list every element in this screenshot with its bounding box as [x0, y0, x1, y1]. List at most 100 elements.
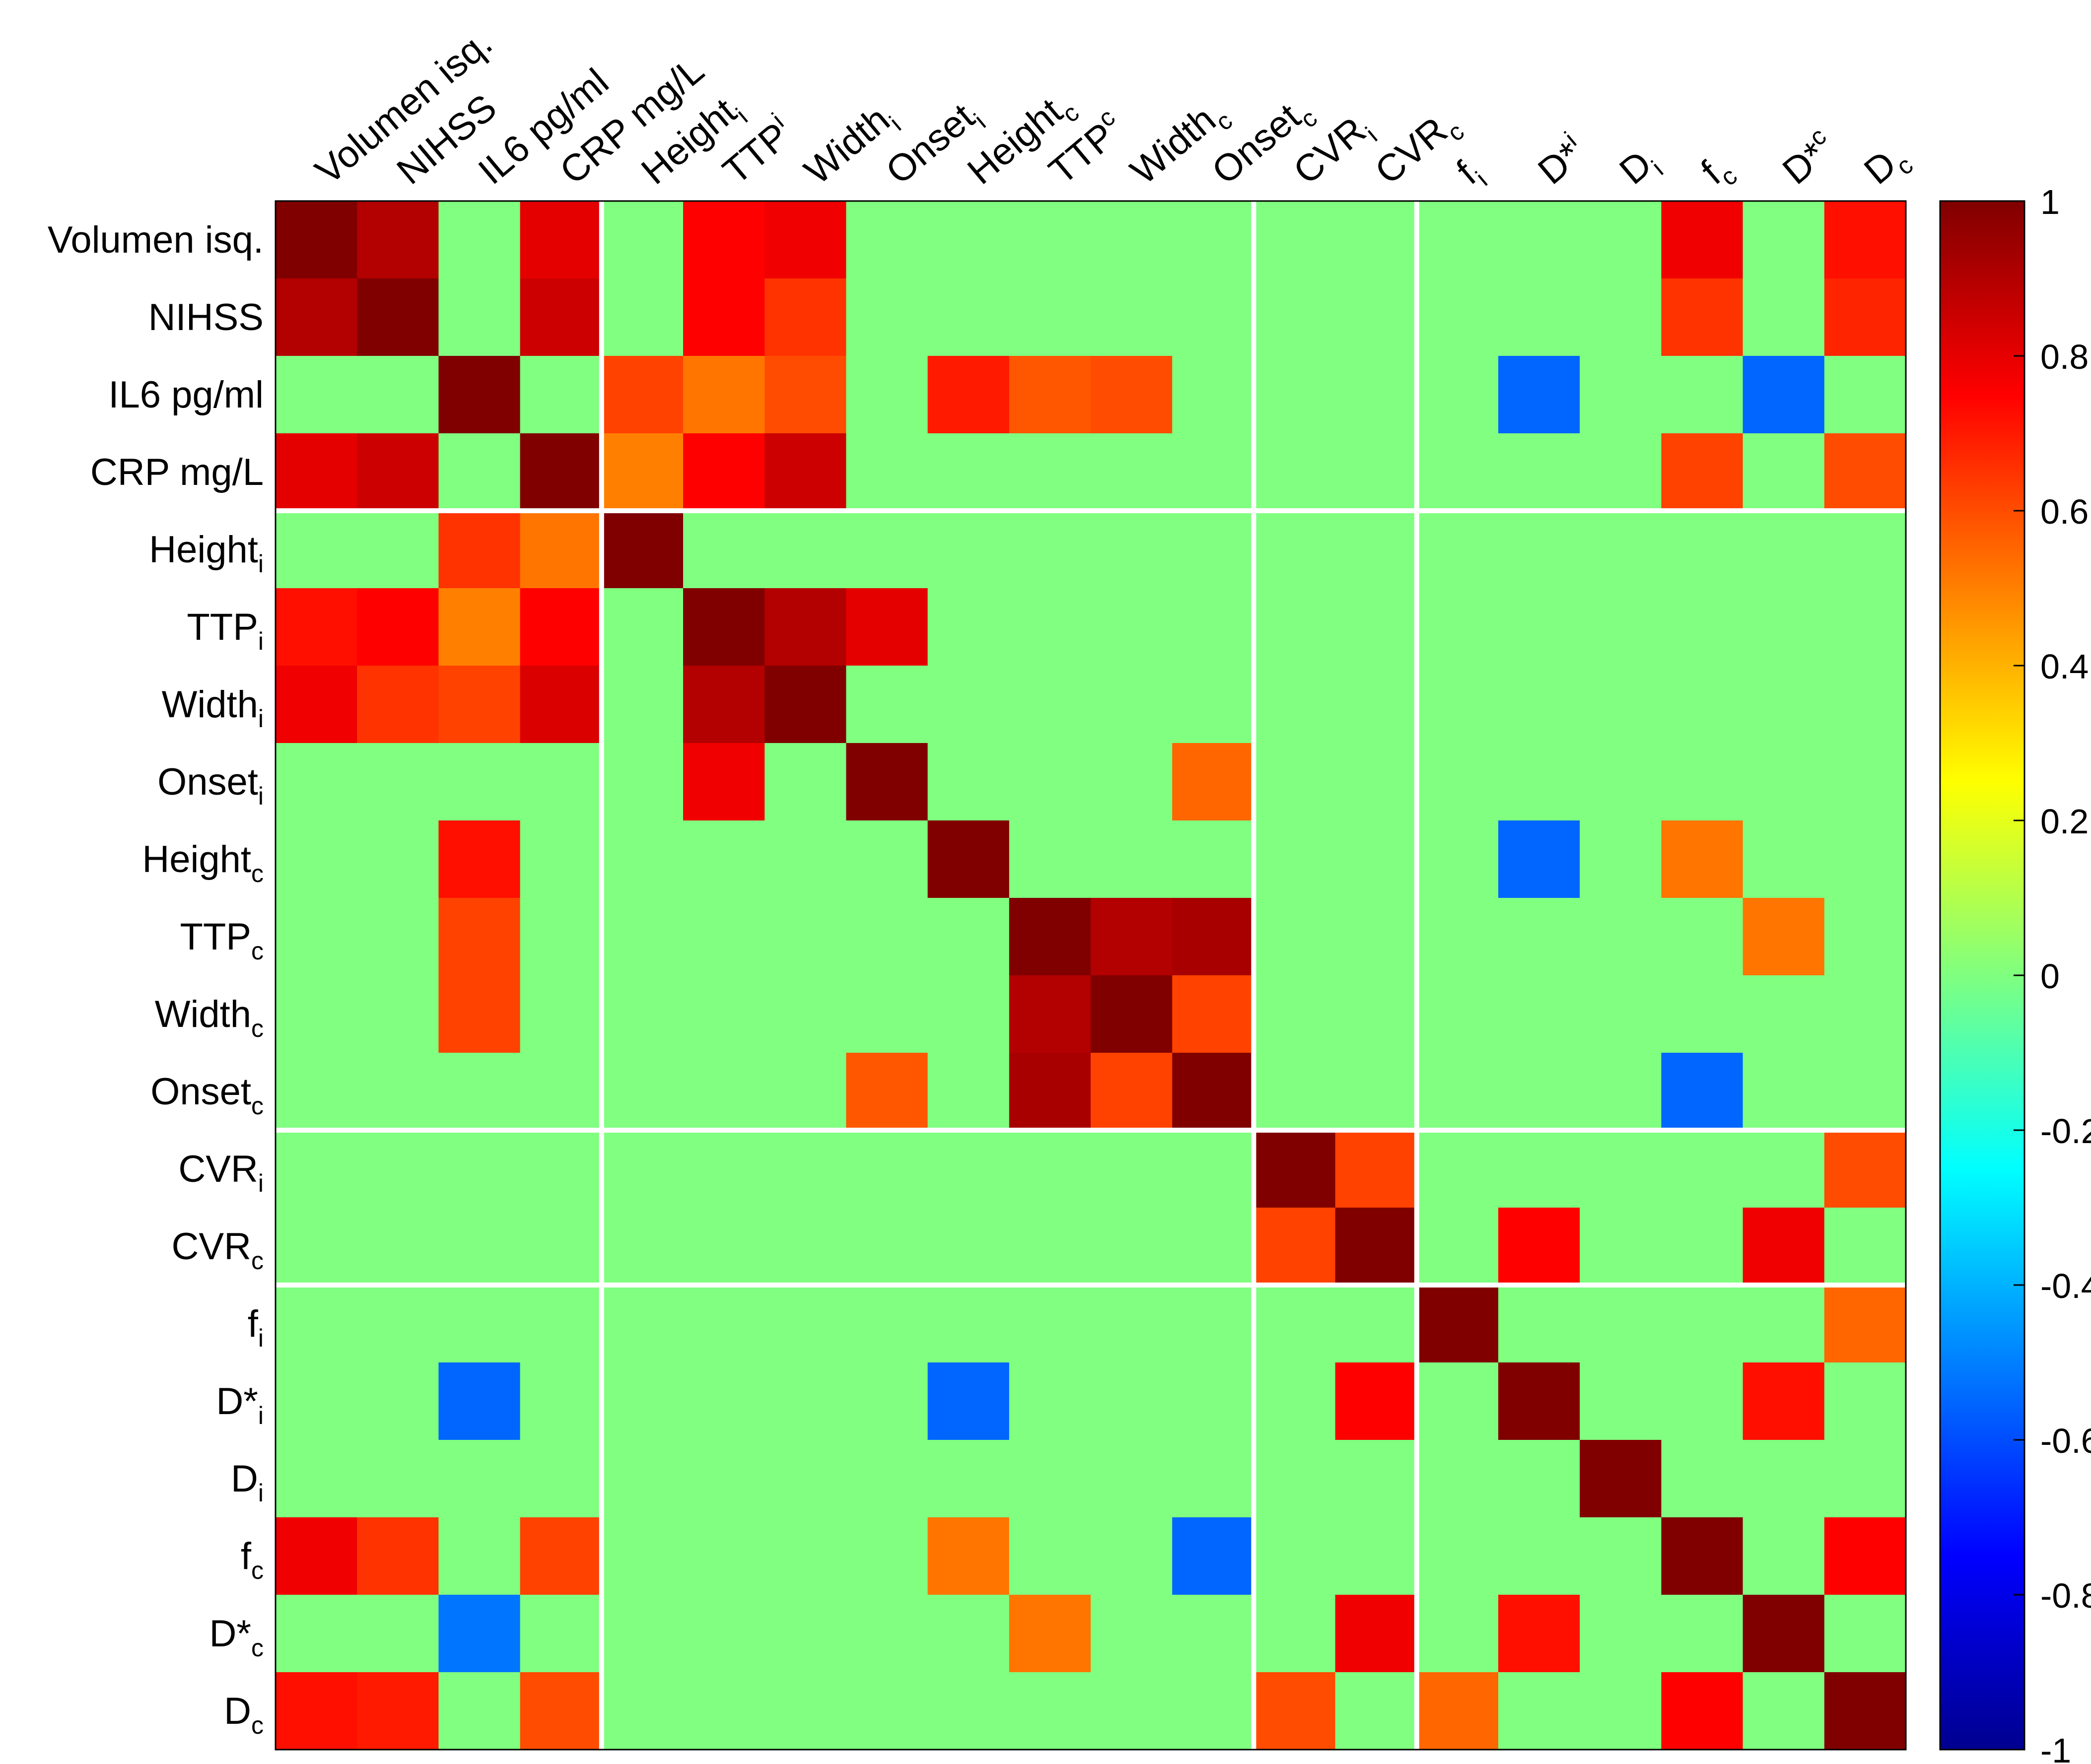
heatmap-cell	[357, 820, 439, 898]
heatmap-cell	[1009, 1285, 1091, 1363]
heatmap-cell	[1661, 743, 1743, 821]
heatmap-cell	[1498, 433, 1580, 511]
colorbar-tick-label: -1	[2040, 1731, 2071, 1764]
heatmap-cell	[601, 588, 684, 666]
heatmap-cell	[1091, 433, 1173, 511]
heatmap-cell	[601, 1053, 684, 1131]
row-labels: Volumen isq. NIHSS IL6 pg/ml CRP mg/L Height…	[48, 219, 264, 1739]
heatmap-cell	[765, 1440, 847, 1518]
heatmap-cell	[1335, 278, 1417, 356]
heatmap-cell	[1172, 743, 1255, 821]
column-label: D*i	[1528, 127, 1594, 193]
heatmap-cell	[1742, 1053, 1825, 1131]
heatmap-cell	[276, 511, 357, 589]
heatmap-cell	[1335, 1362, 1417, 1440]
heatmap-cell	[683, 1517, 765, 1595]
heatmap-cell	[1742, 898, 1825, 976]
heatmap-cell	[1254, 201, 1336, 279]
colorbar-tick-label: -0.4	[2040, 1267, 2091, 1305]
heatmap-cell	[357, 666, 439, 744]
heatmap-cell	[1498, 820, 1580, 898]
heatmap-cell	[1254, 433, 1336, 511]
heatmap-cell	[520, 201, 602, 279]
heatmap-cell	[1009, 743, 1091, 821]
heatmap-cell	[601, 1517, 684, 1595]
column-label: Onseti	[878, 92, 991, 198]
heatmap-cell	[1254, 1208, 1336, 1286]
heatmap-cell	[276, 1517, 357, 1595]
heatmap-cell	[1416, 511, 1499, 589]
heatmap-cell	[1091, 820, 1173, 898]
heatmap-cell	[357, 511, 439, 589]
heatmap-cell	[1335, 1130, 1417, 1208]
heatmap-cell	[601, 356, 684, 434]
heatmap-cell	[1335, 356, 1417, 434]
heatmap-cell	[1416, 1285, 1499, 1363]
heatmap-cell	[1172, 588, 1255, 666]
heatmap-cell	[1742, 1517, 1825, 1595]
heatmap-cells	[276, 201, 1906, 1750]
heatmap-cell	[1742, 666, 1825, 744]
heatmap-cell	[1254, 1517, 1336, 1595]
heatmap-cell	[683, 433, 765, 511]
heatmap-cell	[1254, 1440, 1336, 1518]
heatmap-cell	[1091, 278, 1173, 356]
heatmap-cell	[438, 511, 521, 589]
heatmap-cell	[520, 820, 602, 898]
heatmap-cell	[1091, 588, 1173, 666]
heatmap-cell	[683, 1362, 765, 1440]
heatmap-cell	[1824, 511, 1906, 589]
heatmap-cell	[276, 433, 357, 511]
heatmap-cell	[276, 201, 357, 279]
heatmap-cell	[601, 1362, 684, 1440]
heatmap-cell	[438, 433, 521, 511]
heatmap-cell	[765, 1208, 847, 1286]
heatmap-cell	[846, 1440, 928, 1518]
heatmap-cell	[1498, 743, 1580, 821]
heatmap-cell	[927, 898, 1010, 976]
heatmap-cell	[1091, 1285, 1173, 1363]
heatmap-cell	[846, 1672, 928, 1750]
heatmap-cell	[927, 1053, 1010, 1131]
heatmap-cell	[1580, 511, 1662, 589]
heatmap-cell	[438, 1595, 521, 1673]
heatmap-cell	[276, 356, 357, 434]
heatmap-cell	[1009, 820, 1091, 898]
heatmap-cell	[1172, 1672, 1255, 1750]
heatmap-cell	[1742, 1362, 1825, 1440]
heatmap-cell	[1009, 356, 1091, 434]
heatmap-cell	[1009, 1208, 1091, 1286]
heatmap-cell	[1498, 356, 1580, 434]
colorbar-tick-label: 0.2	[2040, 802, 2089, 841]
heatmap-cell	[438, 1672, 521, 1750]
heatmap-cell	[601, 743, 684, 821]
heatmap-cell	[438, 1208, 521, 1286]
heatmap-cell	[1661, 975, 1743, 1053]
heatmap-cell	[1661, 898, 1743, 976]
heatmap-cell	[1580, 743, 1662, 821]
heatmap-cell	[1580, 1362, 1662, 1440]
heatmap-cell	[1824, 743, 1906, 821]
heatmap-cell	[1254, 1285, 1336, 1363]
heatmap-cell	[276, 820, 357, 898]
heatmap-cell	[1498, 588, 1580, 666]
heatmap-cell	[520, 433, 602, 511]
heatmap-cell	[357, 898, 439, 976]
heatmap-cell	[357, 201, 439, 279]
group-separators	[276, 201, 1906, 1750]
row-label: D*i	[216, 1380, 264, 1429]
heatmap-cell	[1824, 356, 1906, 434]
heatmap-cell	[357, 433, 439, 511]
heatmap-cell	[1742, 820, 1825, 898]
heatmap-cell	[846, 1208, 928, 1286]
heatmap-cell	[601, 511, 684, 589]
colorbar-tick-label: 0.8	[2040, 338, 2089, 376]
heatmap-cell	[1498, 1595, 1580, 1673]
heatmap-cell	[1498, 666, 1580, 744]
heatmap-cell	[1172, 1208, 1255, 1286]
heatmap-cell	[1172, 433, 1255, 511]
heatmap-cell	[520, 1362, 602, 1440]
heatmap-cell	[683, 1285, 765, 1363]
heatmap-cell	[1742, 201, 1825, 279]
heatmap-cell	[1335, 743, 1417, 821]
